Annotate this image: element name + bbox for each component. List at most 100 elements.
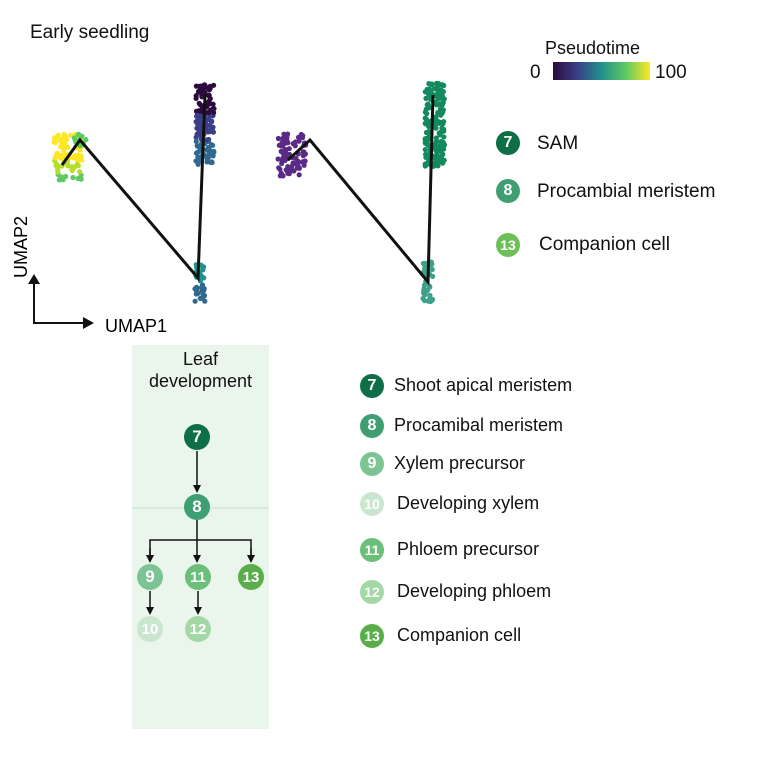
umap-point (211, 82, 217, 88)
umap-point (439, 111, 445, 117)
umap-legend-badge-8: 8 (496, 179, 520, 203)
umap-point (439, 82, 445, 88)
umap-point (193, 119, 199, 125)
umap-point (55, 169, 61, 175)
umap-point (53, 161, 60, 167)
umap-point (195, 161, 201, 167)
umap-point (209, 142, 215, 148)
tree-node-7: 7 (184, 424, 210, 450)
umap-point (51, 139, 57, 145)
umap-point (430, 273, 436, 279)
umap-legend-label-8: Procambial meristem (537, 181, 716, 202)
umap-point (203, 84, 209, 90)
umap-legend-badge-7: 7 (496, 131, 520, 155)
umap-point (295, 160, 301, 166)
cell-legend-badge-10: 10 (360, 492, 384, 516)
edge-8-branches (149, 539, 252, 560)
umap-point (439, 93, 445, 99)
cell-legend-label-10: Developing xylem (397, 493, 540, 513)
cell-legend-badge-8: 8 (360, 414, 384, 438)
panel-title: Early seedling (30, 22, 150, 43)
umap-point (435, 163, 441, 169)
umap-point (428, 298, 435, 304)
umap-point (79, 157, 85, 163)
umap-legend-badge-13: 13 (496, 233, 520, 257)
umap-point (278, 170, 284, 176)
umap-point (193, 138, 199, 144)
leaf-title-line2: development (148, 371, 253, 391)
umap-point (200, 291, 206, 297)
umap-point (423, 106, 429, 112)
umap-point (83, 137, 89, 143)
colorbar-max-label: 100 (655, 62, 687, 83)
cell-legend-label-11: Phloem precursor (397, 539, 540, 559)
umap-point (427, 292, 433, 298)
umap-point (74, 161, 80, 168)
umap-point (207, 122, 213, 128)
umap-point (78, 153, 84, 159)
umap-point (423, 95, 429, 101)
umap-point (433, 102, 440, 108)
umap-point (427, 284, 433, 290)
cell-legend-badge-9: 9 (360, 452, 384, 476)
umap-point (279, 157, 285, 163)
umap-point (58, 154, 64, 160)
umap-point (300, 153, 306, 159)
umap-point (437, 147, 443, 153)
umap-point (281, 153, 287, 159)
cell-legend-badge-12: 12 (360, 580, 384, 604)
umap-point (207, 96, 213, 102)
umap-point (77, 142, 83, 149)
trajectory-line-right (286, 94, 435, 287)
umap-point (210, 101, 216, 107)
umap-point (75, 175, 81, 182)
umap-point (201, 275, 207, 281)
umap-point (70, 174, 76, 181)
umap-point (276, 165, 282, 171)
umap-point (193, 93, 199, 99)
umap-point (422, 140, 428, 146)
umap-point (425, 130, 431, 136)
tree-node-13: 13 (238, 564, 264, 590)
umap-point (206, 149, 212, 155)
umap-point (284, 139, 290, 145)
umap-point (199, 92, 205, 98)
umap-point (299, 134, 306, 141)
umap-point (77, 169, 83, 175)
umap-point (79, 133, 85, 139)
umap-point (422, 147, 428, 153)
umap-point (435, 110, 441, 116)
umap-point (429, 266, 435, 273)
umap-point (193, 83, 199, 89)
umap-point (422, 115, 428, 121)
tree-node-11: 11 (185, 564, 211, 590)
cell-legend-label-12: Developing phloem (397, 581, 552, 601)
umap-point (441, 97, 447, 103)
tree-node-10: 10 (137, 616, 163, 642)
colorbar-title: Pseudotime (545, 38, 641, 58)
leaf-panel-title: Leaf development (132, 348, 269, 392)
umap-point (59, 140, 66, 146)
umap-point (62, 152, 68, 158)
umap-point (441, 134, 447, 140)
umap-point (435, 118, 441, 124)
umap-point (209, 159, 215, 166)
umap-point (52, 155, 59, 161)
umap-point (61, 134, 67, 140)
cell-legend-label-9: Xylem precursor (394, 453, 526, 473)
cell-legend-label-7: Shoot apical meristem (394, 375, 573, 395)
umap-point (71, 135, 77, 141)
umap-point (204, 137, 210, 143)
umap-point (433, 135, 439, 141)
umap-point (437, 132, 443, 138)
umap-point (281, 131, 287, 137)
umap-point (441, 142, 448, 148)
umap-point (207, 85, 213, 92)
umap-point (195, 149, 201, 155)
cell-legend-badge-11: 11 (360, 538, 384, 562)
umap-point (426, 81, 432, 87)
umap2-label: UMAP2 (11, 216, 31, 278)
umap-point (192, 298, 198, 304)
umap-point (422, 260, 428, 266)
umap-point (296, 172, 302, 178)
